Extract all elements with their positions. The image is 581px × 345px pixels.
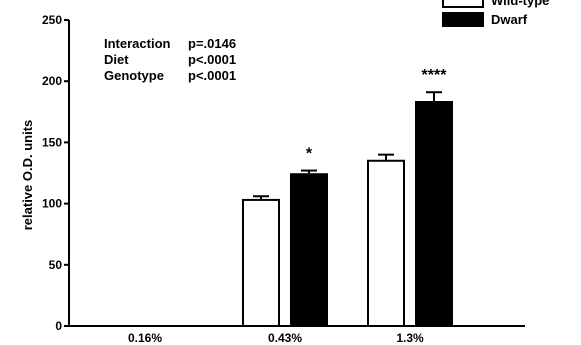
annotation-label: Diet — [104, 52, 129, 67]
annotation-label: Genotype — [104, 68, 164, 83]
y-tick-label: 150 — [42, 135, 62, 149]
bar-wild-type-1 — [242, 198, 280, 327]
annotation-value: p=.0146 — [188, 36, 236, 51]
y-tick-label: 0 — [55, 319, 62, 333]
annotation-label: Interaction — [104, 36, 171, 51]
stats-annotation: Interaction p=.0146 Diet p<.0001 Genotype p<.… — [104, 36, 236, 83]
bar-dwarf-2 — [415, 101, 453, 328]
plot-area: ***** — [242, 67, 453, 328]
legend-label: Dwarf — [491, 12, 528, 27]
x-tick-label: 0.43% — [268, 331, 302, 345]
x-tick-label: 0.16% — [128, 331, 162, 345]
legend-swatch — [442, 0, 484, 8]
y-axis: 0 50 100 150 200 250 — [42, 13, 70, 333]
annotation-value: p<.0001 — [188, 52, 236, 67]
y-axis-label: relative O.D. units — [20, 120, 35, 231]
bar-dwarf-1 — [290, 173, 328, 327]
significance-marker: **** — [422, 67, 448, 84]
legend-swatch — [442, 12, 484, 27]
legend-label: Wild-type — [491, 0, 549, 8]
bar-wild-type-2 — [367, 159, 405, 327]
y-tick-label: 50 — [49, 258, 63, 272]
annotation-value: p<.0001 — [188, 68, 236, 83]
x-tick-label: 1.3% — [396, 331, 424, 345]
y-tick-label: 250 — [42, 13, 62, 27]
y-tick-label: 200 — [42, 74, 62, 88]
legend: Wild-type Dwarf — [442, 0, 549, 27]
y-tick-label: 100 — [42, 197, 62, 211]
significance-marker: * — [306, 146, 313, 163]
x-axis: 0.16% 0.43% 1.3% — [69, 325, 525, 345]
